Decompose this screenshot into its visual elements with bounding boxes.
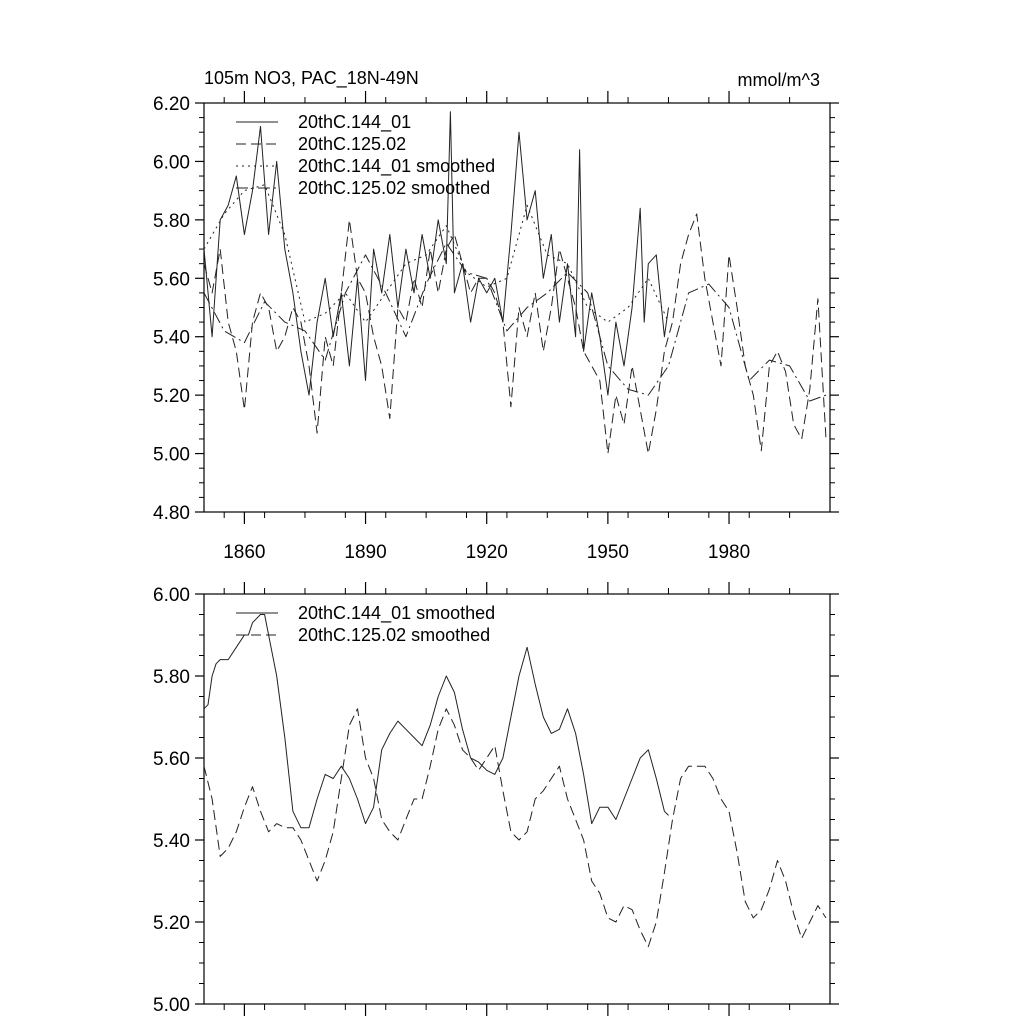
x-tick-label: 1980 bbox=[708, 542, 750, 563]
y-tick-label: 5.60 bbox=[153, 749, 190, 770]
plot-frame bbox=[203, 593, 831, 1005]
y-tick-label: 6.00 bbox=[153, 585, 190, 606]
units-label: mmol/m^3 bbox=[738, 70, 820, 90]
y-tick-label: 5.80 bbox=[153, 211, 190, 232]
series-line-20thc-144-01-smoothed bbox=[203, 184, 669, 323]
y-tick-label: 5.20 bbox=[153, 386, 190, 407]
axis-ticks: 5.00 5.20 5.40 5.60 5.80 6.00 bbox=[153, 582, 839, 1016]
legend-label: 20thC.125.02 bbox=[298, 134, 406, 154]
legend-label: 20thC.144_01 bbox=[298, 112, 411, 133]
y-tick-label: 5.20 bbox=[153, 913, 190, 934]
y-tick-label: 5.40 bbox=[153, 328, 190, 349]
series-group bbox=[203, 614, 827, 948]
y-tick-label: 5.40 bbox=[153, 831, 190, 852]
x-tick-label: 1950 bbox=[587, 542, 629, 563]
series-line-20thc-125-02 bbox=[203, 213, 827, 455]
y-tick-label: 5.00 bbox=[153, 445, 190, 466]
legend-label: 20thC.125.02 smoothed bbox=[298, 178, 490, 198]
series-line-20thc-125-02-smoothed bbox=[203, 242, 827, 402]
y-tick-label: 6.00 bbox=[153, 152, 190, 173]
bottom-panel: 5.00 5.20 5.40 5.60 5.80 6.00 20thC.144_01 sm… bbox=[153, 582, 839, 1016]
axis-ticks: 4.80 5.00 5.20 5.40 5.60 5.80 6.00 6.20 1860 1890… bbox=[153, 91, 839, 563]
series-line-20thc-144-01-smoothed bbox=[203, 614, 669, 829]
y-tick-label: 5.00 bbox=[153, 995, 190, 1016]
y-tick-label: 4.80 bbox=[153, 503, 190, 524]
series-line-20thc-144-01 bbox=[203, 111, 669, 396]
x-tick-label: 1920 bbox=[466, 542, 508, 563]
y-tick-label: 6.20 bbox=[153, 94, 190, 115]
legend-label: 20thC.125.02 smoothed bbox=[298, 625, 490, 645]
series-line-20thc-125-02-smoothed bbox=[203, 708, 827, 948]
legend-label: 20thC.144_01 smoothed bbox=[298, 603, 495, 624]
chart-title: 105m NO3, PAC_18N-49N bbox=[204, 68, 419, 89]
y-tick-label: 5.60 bbox=[153, 269, 190, 290]
top-panel: 105m NO3, PAC_18N-49N mmol/m^3 4.80 5.00 5… bbox=[153, 68, 839, 563]
legend-label: 20thC.144_01 smoothed bbox=[298, 156, 495, 177]
series-group bbox=[203, 111, 827, 455]
x-tick-label: 1890 bbox=[344, 542, 386, 563]
y-tick-label: 5.80 bbox=[153, 667, 190, 688]
x-tick-label: 1860 bbox=[223, 542, 265, 563]
